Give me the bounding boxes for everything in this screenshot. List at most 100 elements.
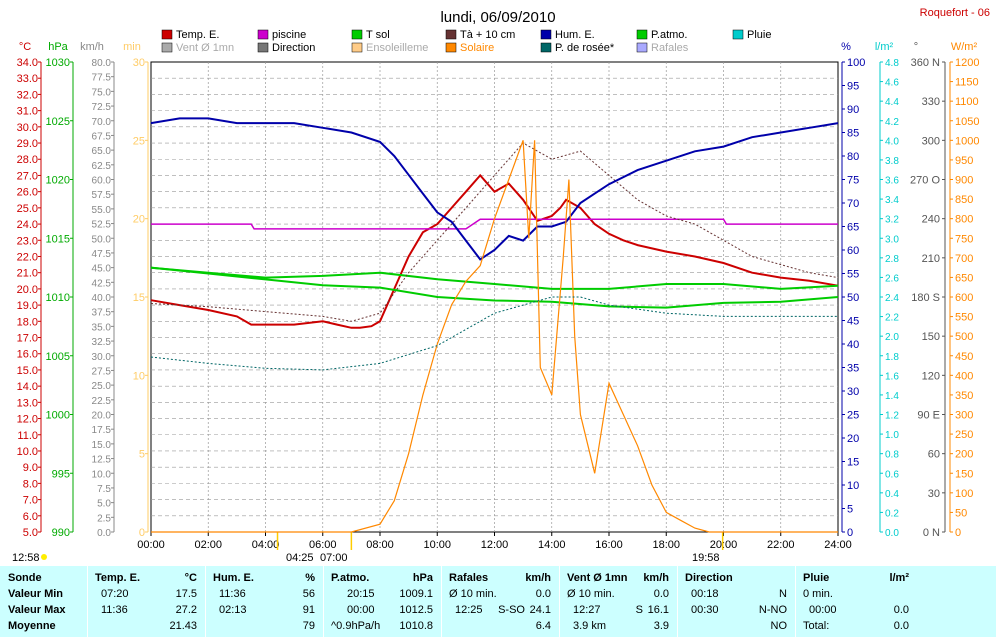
temp-min-time: 07:20 — [101, 588, 129, 600]
direction-tick-label: 120 — [922, 370, 940, 382]
header-vent-unit: km/h — [643, 572, 669, 584]
rain-tick-label: 1.2 — [885, 411, 899, 422]
humidity-tick-label: 0 — [847, 527, 853, 539]
humidity-tick-label: 95 — [847, 81, 859, 93]
x-tick-label: 06:00 — [309, 539, 337, 551]
legend-swatch — [636, 29, 648, 40]
solar-tick-label: 450 — [955, 351, 973, 363]
raf-max-dir: S-SO — [498, 604, 525, 616]
rain-tick-label: 3.6 — [885, 176, 899, 187]
legend-swatch — [636, 42, 648, 53]
humidity-tick-label: 90 — [847, 104, 859, 116]
rain-tick-label: 2.8 — [885, 254, 899, 265]
legend-label: Ensoleilleme — [366, 42, 428, 54]
vent-min-a: Ø 10 min. — [567, 588, 615, 600]
patmo-min-time: 20:15 — [347, 588, 375, 600]
hum-avg-val: 79 — [302, 620, 315, 632]
wind-tick-label: 22.5 — [92, 396, 112, 407]
temp-tick-label: 32.0 — [17, 89, 38, 101]
wind-tick-label: 77.5 — [92, 73, 112, 84]
header-pluie: Pluie — [803, 572, 830, 584]
humidity-tick-label: 85 — [847, 128, 859, 140]
wind-tick-label: 40.0 — [92, 293, 112, 304]
pluie-max-val: 0.0 — [893, 604, 909, 616]
wind-tick-label: 67.5 — [92, 131, 112, 142]
wind-tick-label: 75.0 — [92, 87, 112, 98]
dir-min-val: N — [779, 588, 787, 600]
wind-tick-label: 27.5 — [92, 366, 112, 377]
rain-tick-label: 1.4 — [885, 391, 899, 402]
legend-swatch — [351, 29, 363, 40]
wind-tick-label: 52.5 — [92, 220, 112, 231]
temp-tick-label: 26.0 — [17, 187, 38, 199]
temp-tick-label: 6.0 — [23, 511, 38, 523]
raf-max-a: 12:25 — [455, 604, 483, 616]
patmo-min-val: 1009.1 — [399, 588, 433, 600]
rain-tick-label: 0.4 — [885, 489, 899, 500]
legend-swatch — [445, 29, 457, 40]
x-tick-label: 04:00 — [252, 539, 280, 551]
temp-tick-label: 5.0 — [23, 527, 38, 539]
direction-tick-label: 300 — [922, 135, 940, 147]
legend-label: Hum. E. — [555, 29, 595, 41]
humidity-axis-unit: % — [841, 41, 851, 53]
temp-tick-label: 30.0 — [17, 122, 38, 134]
humidity-tick-label: 75 — [847, 175, 859, 187]
pluie-max-a: 00:00 — [809, 604, 837, 616]
header-temp-unit: °C — [184, 572, 197, 584]
direction-tick-label: 150 — [922, 331, 940, 343]
direction-tick-label: 60 — [928, 449, 940, 461]
legend-label: P. de rosée* — [555, 42, 615, 54]
x-tick-label: 22:00 — [767, 539, 795, 551]
solar-tick-label: 900 — [955, 175, 973, 187]
rain-tick-label: 2.2 — [885, 313, 899, 324]
solar-tick-label: 50 — [955, 507, 967, 519]
patmo-avg-val: 1010.8 — [399, 620, 433, 632]
row-label-max: Valeur Max — [8, 604, 66, 616]
plot-area — [150, 117, 839, 533]
solar-tick-label: 650 — [955, 272, 973, 284]
x-tick-label: 14:00 — [538, 539, 566, 551]
humidity-tick-label: 30 — [847, 386, 859, 398]
wind-tick-label: 15.0 — [92, 440, 112, 451]
solar-tick-label: 800 — [955, 214, 973, 226]
min_axis-tick-label: 5 — [139, 449, 145, 461]
hum-max-val: 91 — [302, 604, 315, 616]
rain-tick-label: 3.0 — [885, 234, 899, 245]
solar-tick-label: 250 — [955, 429, 973, 441]
pressure-tick-label: 1010 — [46, 292, 70, 304]
min_axis-tick-label: 15 — [133, 292, 145, 304]
temp-tick-label: 13.0 — [17, 397, 38, 409]
legend-label: P.atmo. — [651, 29, 688, 41]
rain-axis-unit: l/m² — [875, 41, 894, 53]
vent-avg-a: 3.9 km — [573, 620, 607, 632]
solar-tick-label: 100 — [955, 488, 973, 500]
wind-tick-label: 72.5 — [92, 102, 112, 113]
temp-tick-label: 31.0 — [17, 106, 38, 118]
solar-tick-label: 0 — [955, 527, 961, 539]
direction-tick-label: 180 S — [911, 292, 940, 304]
temp-tick-label: 19.0 — [17, 300, 38, 312]
rain-tick-label: 2.4 — [885, 293, 899, 304]
humidity-tick-label: 10 — [847, 480, 859, 492]
humidity-tick-label: 100 — [847, 57, 865, 69]
wind-axis-unit: km/h — [80, 41, 104, 53]
wind-tick-label: 25.0 — [92, 381, 112, 392]
sun-icon — [41, 554, 47, 560]
rain-tick-label: 1.0 — [885, 430, 899, 441]
header-sonde: Sonde — [8, 572, 42, 584]
wind-tick-label: 47.5 — [92, 249, 112, 260]
humidity-tick-label: 40 — [847, 339, 859, 351]
sunrise-label: 04:25 — [286, 552, 314, 564]
chart-title: lundi, 06/09/2010 — [440, 9, 555, 26]
temp-tick-label: 20.0 — [17, 284, 38, 296]
temp-tick-label: 7.0 — [23, 495, 38, 507]
wind-tick-label: 55.0 — [92, 205, 112, 216]
solar-tick-label: 850 — [955, 194, 973, 206]
temp-tick-label: 15.0 — [17, 365, 38, 377]
rain-tick-label: 4.0 — [885, 136, 899, 147]
rain-tick-label: 4.6 — [885, 78, 899, 89]
solar-tick-label: 1200 — [955, 57, 979, 69]
header-hum-unit: % — [305, 572, 315, 584]
solar-tick-label: 400 — [955, 370, 973, 382]
